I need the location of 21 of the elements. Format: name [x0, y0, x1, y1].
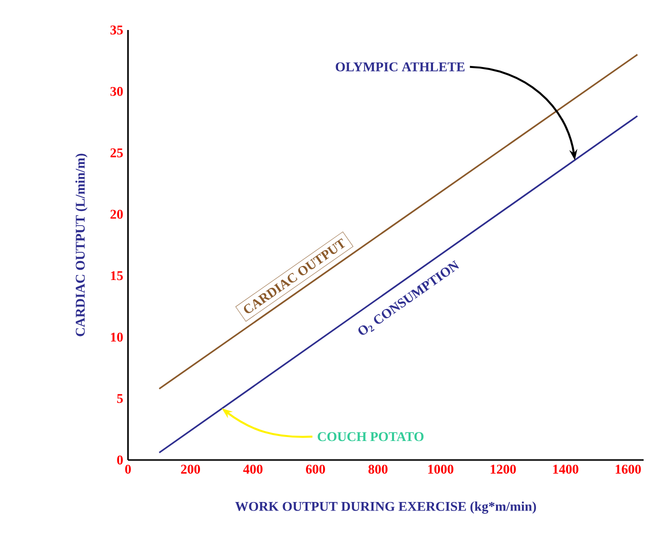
- x-tick-label: 1000: [428, 464, 454, 474]
- y-tick-label: 5: [117, 394, 123, 403]
- x-tick-label: 0: [125, 464, 131, 474]
- x-tick-label: 1600: [616, 464, 641, 474]
- x-tick-label: 400: [243, 464, 263, 474]
- x-tick-label: 1200: [490, 464, 516, 474]
- y-tick-label: 10: [111, 332, 123, 342]
- annotation: OLYMPIC ATHLETE: [336, 62, 465, 72]
- y-axis-title: CARDIAC OUTPUT (L/min/m): [75, 154, 88, 336]
- x-tick-label: 200: [181, 464, 200, 474]
- x-tick-label: 600: [306, 464, 326, 474]
- y-tick-label: 0: [117, 456, 123, 464]
- annotation: COUCH POTATO: [318, 432, 424, 442]
- x-tick-label: 1400: [553, 464, 578, 474]
- y-tick-label: 35: [110, 26, 123, 34]
- y-tick-label: 20: [110, 210, 123, 219]
- y-tick-label: 25: [110, 148, 123, 158]
- x-axis-title: WORK OUTPUT DURING EXERCISE (kg*m/min): [235, 502, 536, 514]
- y-tick-label: 15: [111, 271, 123, 280]
- y-tick-label: 30: [110, 86, 123, 96]
- x-tick-label: 800: [368, 464, 388, 474]
